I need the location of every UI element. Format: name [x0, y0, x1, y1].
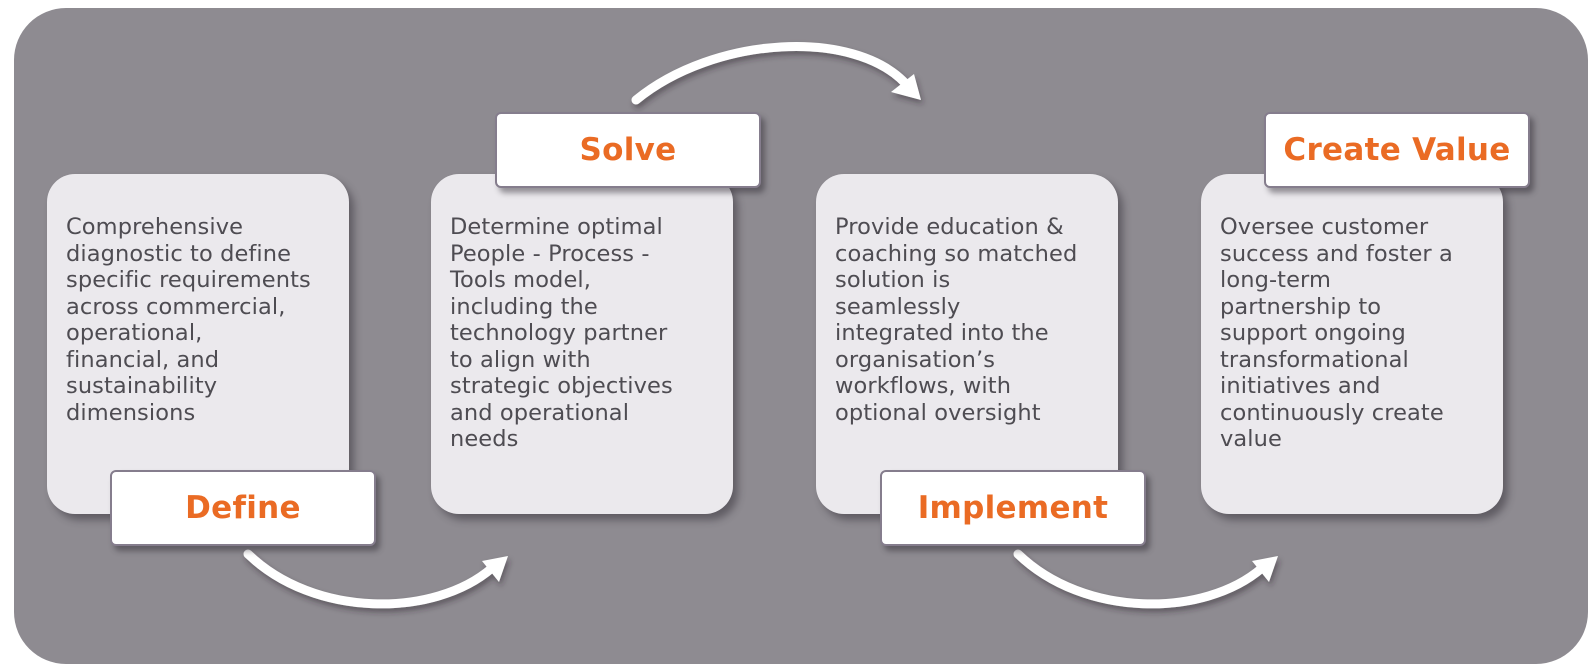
arrow-implement-to-create-value	[1013, 549, 1278, 609]
arrow-solve-to-implement	[631, 42, 921, 105]
label-create-value: Create Value	[1264, 112, 1530, 188]
card-create-value-text: Oversee customer success and foster a lo…	[1220, 214, 1453, 452]
card-implement: Provide education & coaching so matched …	[816, 174, 1118, 514]
card-define-text: Comprehensive diagnostic to define speci…	[66, 214, 311, 426]
card-define: Comprehensive diagnostic to define speci…	[47, 174, 349, 514]
label-define: Define	[110, 470, 376, 546]
process-diagram: Comprehensive diagnostic to define speci…	[14, 8, 1588, 664]
card-create-value: Oversee customer success and foster a lo…	[1201, 174, 1503, 514]
arrow-define-to-solve	[243, 549, 508, 609]
card-implement-text: Provide education & coaching so matched …	[835, 214, 1078, 426]
label-solve: Solve	[495, 112, 761, 188]
card-solve-text: Determine optimal People - Process - Too…	[450, 214, 673, 452]
card-solve: Determine optimal People - Process - Too…	[431, 174, 733, 514]
label-implement: Implement	[880, 470, 1146, 546]
